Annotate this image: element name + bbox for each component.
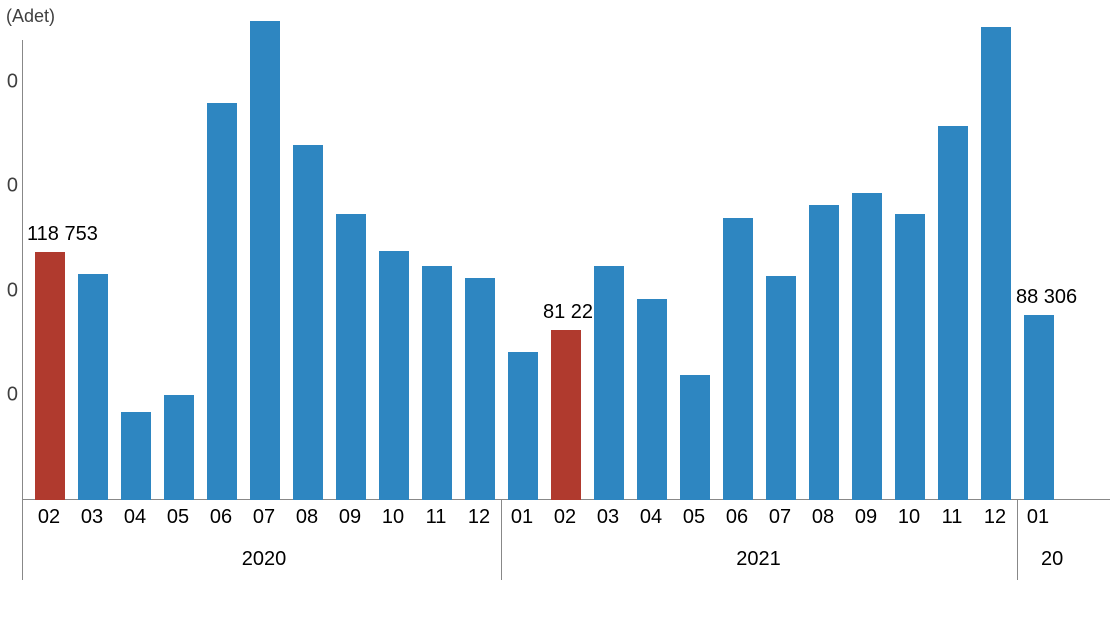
month-label: 02 bbox=[554, 506, 576, 529]
month-label: 06 bbox=[210, 506, 232, 529]
bar-value-label: 88 306 bbox=[1016, 286, 1077, 309]
bar bbox=[852, 193, 882, 500]
bar bbox=[809, 205, 839, 500]
bar bbox=[250, 21, 280, 500]
year-divider bbox=[501, 500, 502, 580]
bar bbox=[551, 330, 581, 500]
month-label: 10 bbox=[898, 506, 920, 529]
bar bbox=[680, 375, 710, 500]
y-tick-label: 0 bbox=[0, 70, 18, 93]
month-label: 03 bbox=[81, 506, 103, 529]
month-label: 11 bbox=[426, 506, 447, 529]
month-label: 01 bbox=[1027, 506, 1049, 529]
x-month-labels: 02 03 04 05 06 07 08 09 10 11 12 01 02 03 04 05 06 07 08 09… bbox=[22, 500, 1110, 540]
y-axis-title: (Adet) bbox=[6, 6, 55, 27]
bar-chart: (Adet) 118 75381 22288 306 0 0 0 0 02 03 04 05… bbox=[0, 0, 1110, 625]
bar bbox=[121, 412, 151, 500]
month-label: 09 bbox=[339, 506, 361, 529]
month-label: 02 bbox=[38, 506, 60, 529]
bar bbox=[1024, 315, 1054, 500]
y-tick-label: 0 bbox=[0, 175, 18, 198]
y-tick-label: 0 bbox=[0, 279, 18, 302]
bar bbox=[508, 352, 538, 500]
month-label: 05 bbox=[167, 506, 189, 529]
bar bbox=[594, 266, 624, 500]
bar-value-label: 118 753 bbox=[27, 223, 98, 246]
x-year-labels: 2020 2021 20 bbox=[22, 548, 1110, 578]
month-label: 08 bbox=[812, 506, 834, 529]
month-label: 12 bbox=[984, 506, 1006, 529]
bar bbox=[207, 103, 237, 500]
bar bbox=[723, 218, 753, 500]
month-label: 04 bbox=[124, 506, 146, 529]
bar bbox=[895, 214, 925, 500]
bar bbox=[35, 252, 65, 500]
bar bbox=[981, 27, 1011, 500]
month-label: 10 bbox=[382, 506, 404, 529]
month-label: 12 bbox=[468, 506, 490, 529]
year-label: 2020 bbox=[242, 548, 287, 571]
month-label: 01 bbox=[511, 506, 533, 529]
bar bbox=[766, 276, 796, 500]
year-label: 2021 bbox=[736, 548, 781, 571]
year-divider bbox=[1017, 500, 1018, 580]
month-label: 04 bbox=[640, 506, 662, 529]
y-axis-extension bbox=[22, 500, 23, 580]
year-label: 20 bbox=[1041, 548, 1063, 571]
month-label: 05 bbox=[683, 506, 705, 529]
bar bbox=[938, 126, 968, 500]
bar bbox=[637, 299, 667, 500]
month-label: 06 bbox=[726, 506, 748, 529]
plot-area: 118 75381 22288 306 bbox=[22, 40, 1110, 500]
bar bbox=[422, 266, 452, 500]
bars-container: 118 75381 22288 306 bbox=[23, 40, 1110, 500]
bar bbox=[465, 278, 495, 500]
bar bbox=[164, 395, 194, 500]
month-label: 11 bbox=[942, 506, 963, 529]
bar bbox=[379, 251, 409, 500]
month-label: 09 bbox=[855, 506, 877, 529]
bar bbox=[336, 214, 366, 500]
month-label: 07 bbox=[769, 506, 791, 529]
month-label: 07 bbox=[253, 506, 275, 529]
month-label: 03 bbox=[597, 506, 619, 529]
y-tick-label: 0 bbox=[0, 384, 18, 407]
bar bbox=[78, 274, 108, 500]
month-label: 08 bbox=[296, 506, 318, 529]
bar bbox=[293, 145, 323, 500]
